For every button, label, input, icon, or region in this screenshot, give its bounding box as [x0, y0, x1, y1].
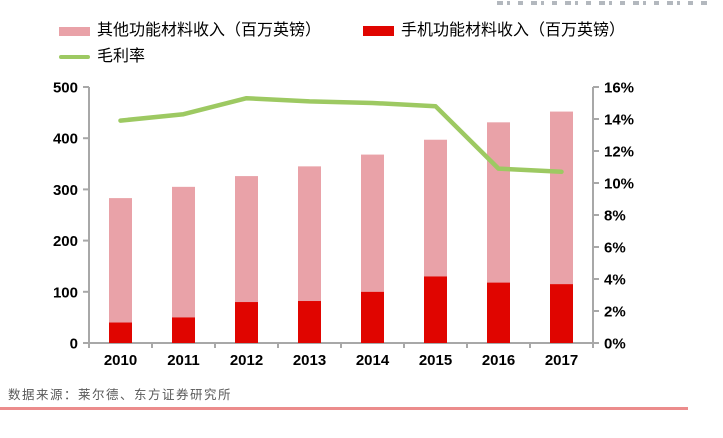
bar-segment-other-revenue: [424, 139, 447, 277]
right-axis-tick-label: 16%: [604, 80, 634, 97]
left-axis-tick-label: 500: [53, 80, 78, 97]
bar-segment-other-revenue: [487, 122, 510, 283]
x-axis-category-label: 2010: [104, 352, 137, 369]
left-axis-tick-label: 0: [70, 336, 78, 353]
right-axis-tick-label: 8%: [604, 208, 626, 225]
right-axis-tick-label: 2%: [604, 304, 626, 321]
bar-segment-other-revenue: [109, 198, 132, 323]
right-axis-tick-label: 6%: [604, 240, 626, 257]
legend-label-other-revenue: 其他功能材料收入（百万英镑）: [97, 22, 322, 39]
legend-item-other-revenue: 其他功能材料收入（百万英镑）: [59, 22, 321, 40]
bottom-divider-line: [0, 407, 688, 410]
left-axis-tick-label: 400: [53, 131, 78, 148]
gross-margin-line: [118, 95, 564, 175]
x-axis-category-label: 2017: [545, 352, 578, 369]
right-axis-tick-label: 10%: [604, 176, 634, 193]
bar-segment-other-revenue: [235, 176, 258, 303]
bar-segment-other-revenue: [298, 166, 321, 302]
right-axis-tick-label: 4%: [604, 272, 626, 289]
x-axis-category-label: 2011: [167, 352, 200, 369]
bar-segment-mobile-revenue: [298, 301, 321, 343]
legend-label-gross-margin: 毛利率: [97, 48, 146, 65]
x-axis-category-label: 2016: [482, 352, 515, 369]
legend-swatch-gross-margin: [59, 55, 90, 59]
bar-segment-mobile-revenue: [550, 284, 573, 343]
x-axis-category-label: 2014: [356, 352, 390, 369]
x-axis-category-label: 2015: [419, 352, 452, 369]
bar-segment-mobile-revenue: [172, 317, 195, 343]
legend-swatch-other-revenue: [59, 26, 90, 36]
legend-swatch-mobile-revenue: [363, 26, 394, 36]
bar-segment-mobile-revenue: [487, 282, 510, 343]
bar-segment-other-revenue: [361, 154, 384, 292]
bar-segment-mobile-revenue: [424, 276, 447, 343]
bar-segment-other-revenue: [550, 111, 573, 285]
x-axis-category-label: 2012: [230, 352, 263, 369]
right-axis-tick-label: 12%: [604, 144, 634, 161]
legend-item-mobile-revenue: 手机功能材料收入（百万英镑）: [363, 22, 625, 40]
legend-label-mobile-revenue: 手机功能材料收入（百万英镑）: [401, 22, 626, 39]
x-axis-category-label: 2013: [293, 352, 326, 369]
source-note: 数据来源：莱尔德、东方证券研究所: [8, 388, 233, 402]
left-axis-tick-label: 300: [53, 182, 78, 199]
right-axis-tick-label: 14%: [604, 112, 634, 129]
bar-segment-mobile-revenue: [235, 302, 258, 343]
right-axis-tick-label: 0%: [604, 336, 626, 353]
bar-segment-other-revenue: [172, 186, 195, 318]
clipped-header-text-fragment: [497, 1, 707, 5]
legend-item-gross-margin: 毛利率: [59, 48, 145, 66]
left-axis-tick-label: 200: [53, 233, 78, 250]
bar-segment-mobile-revenue: [361, 291, 384, 343]
bar-segment-mobile-revenue: [109, 322, 132, 343]
left-axis-tick-label: 100: [53, 284, 78, 301]
